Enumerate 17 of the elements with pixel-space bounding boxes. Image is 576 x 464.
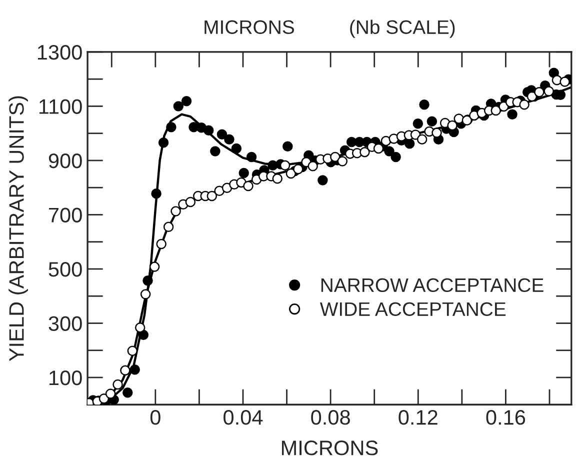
y-tick-label: 100 [50,370,82,386]
y-tick-label: 900 [48,153,82,168]
y-tick-label: 1100 [39,99,82,114]
y-tick-label: 500 [48,262,82,277]
legend-label: NARROW ACCEPTANCE [321,278,544,292]
y-tick-label: 1300 [38,44,82,60]
x2-axis-title: MICRONS (Nb SCALE) [204,20,455,38]
x-tick-label: 0.16 [486,410,526,425]
x-axis-title: MICRONS [282,440,378,456]
x-tick-label: 0.12 [398,410,438,425]
x-tick-label: 0 [150,410,160,425]
y-axis-title: YIELD (ARBITRARY UNITS) [8,96,28,362]
legend-label: WIDE ACCEPTANCE [320,302,506,316]
y-tick-label: 700 [49,208,82,222]
y-tick-label: 300 [48,316,82,331]
x-tick-label: 0.04 [224,410,263,425]
x-tick-label: 0.08 [311,410,350,425]
